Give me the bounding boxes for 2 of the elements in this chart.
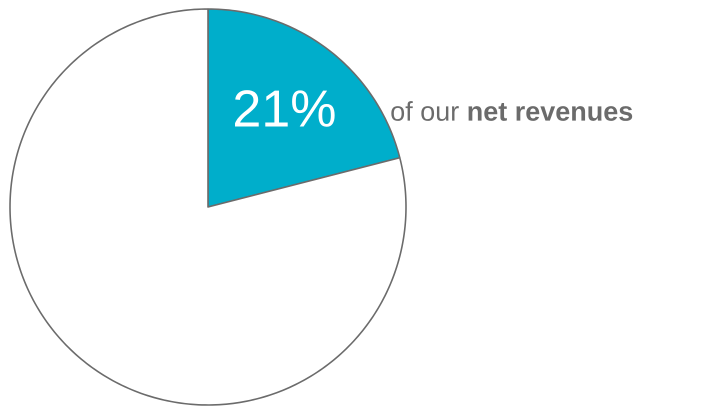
text: of our net revenues — [391, 101, 632, 121]
data-label: 21% — [235, 90, 335, 127]
